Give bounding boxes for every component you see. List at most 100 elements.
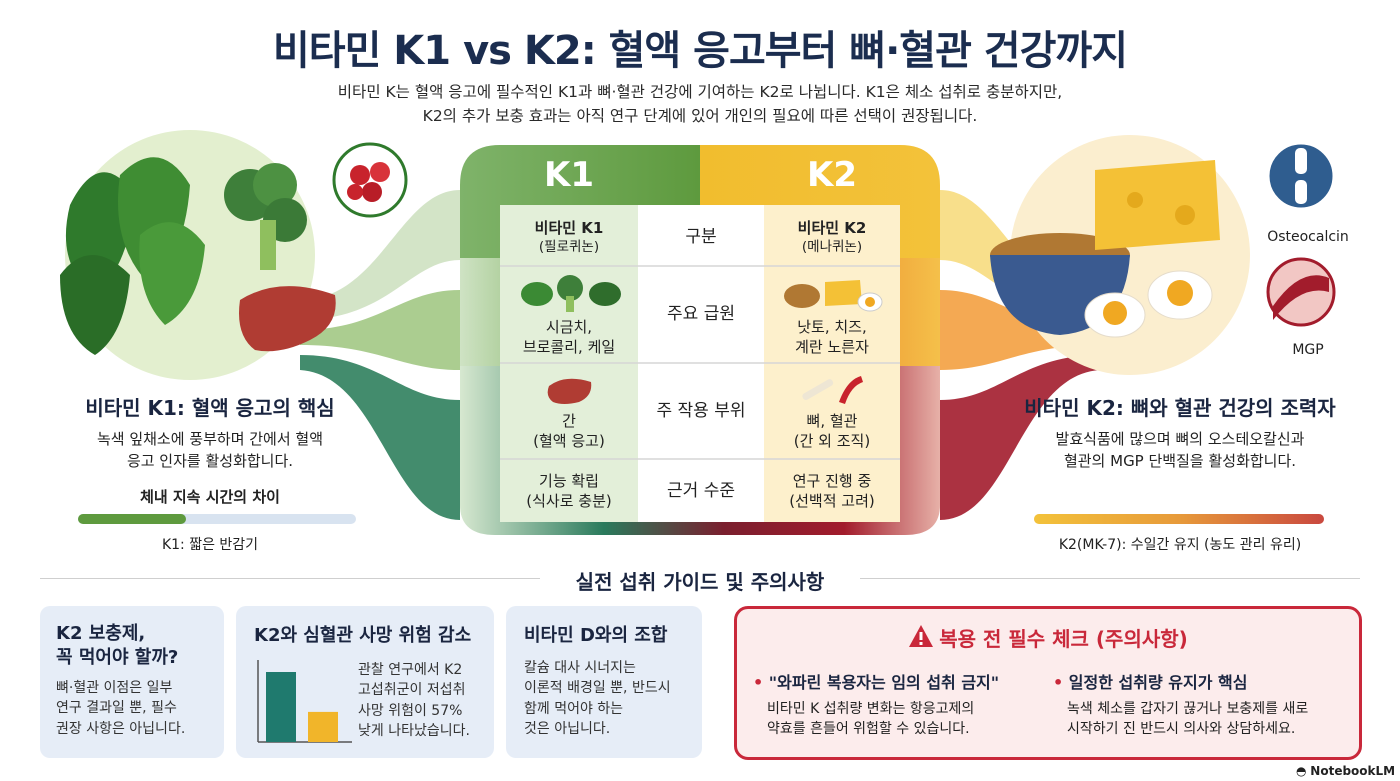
- k1-site: 간 (혈액 응고): [500, 406, 638, 456]
- egg-icon: [1084, 270, 1213, 338]
- tab-k1: K1: [543, 155, 594, 195]
- warning-item-2: • 일정한 섭취량 유지가 핵심 녹색 체소를 갑자기 끊거나 보충제를 새로 …: [1053, 669, 1353, 740]
- natto-cheese-egg-icon: [784, 280, 883, 312]
- k2-evidence-line-2: (선백적 고려): [789, 492, 875, 510]
- k2-food-illustration: [990, 135, 1250, 375]
- k2-desc-line-2: 혈관의 MGP 단백질을 활성화합니다.: [1063, 452, 1297, 470]
- bullet-icon: •: [753, 673, 769, 692]
- card2-title: K2와 심혈관 사망 위험 감소: [254, 625, 472, 646]
- k2-duration-bar: [1034, 514, 1324, 524]
- warning-item1-line-2: 약효를 흔들어 위험할 수 있습니다.: [767, 721, 970, 738]
- warning-title: 복용 전 필수 체크 (주의사항): [939, 627, 1188, 651]
- spinach-icon: [60, 157, 205, 355]
- card3-line-1: 칼슘 대사 시너지는: [524, 660, 636, 676]
- brand-name: NotebookLM: [1310, 764, 1396, 778]
- tab-k2: K2: [806, 155, 857, 195]
- warning-item1-title: "와파린 복용자는 임의 섭취 금지": [768, 673, 1000, 692]
- flow-background: [300, 145, 1100, 535]
- k2-site-line-1: 뼈, 혈관: [806, 411, 858, 430]
- warning-item1-line-1: 비타민 K 섭취량 변화는 항응고제의: [767, 701, 975, 717]
- card1-title-line-2: 꼭 먹어야 할까?: [56, 647, 179, 669]
- card3-line-3: 함께 먹어야 하는: [524, 700, 624, 717]
- card2-line-4: 낮게 나타났습니다.: [358, 722, 470, 739]
- k1-evidence: 기능 확립 (식사로 충분): [500, 460, 638, 522]
- duration-title: 체내 지속 시간의 차이: [140, 488, 280, 506]
- page-title: 비타민 K1 vs K2: 혈액 응고부터 뼈·혈관 건강까지: [272, 28, 1128, 74]
- k2-site-line-2: (간 외 조직): [793, 432, 871, 450]
- risk-bar-low-intake: [266, 672, 296, 742]
- card2-line-3: 사망 위험이 57%: [358, 702, 463, 719]
- blood-vessel-icon: [1266, 257, 1336, 327]
- liver-icon: [239, 286, 336, 352]
- k1-name-cell: 비타민 K1 (필로퀴논): [500, 208, 638, 266]
- k1-evidence-line-2: (식사로 충분): [526, 492, 612, 510]
- card-cardio-risk: K2와 심혈관 사망 위험 감소 관찰 연구에서 K2 고섭취군이 저섭취 사망…: [236, 606, 494, 758]
- card1-line-2: 연구 결과일 뿐, 필수: [56, 700, 177, 717]
- col-header-mid: 구분: [685, 226, 717, 247]
- osteocalcin-label: Osteocalcin: [1267, 229, 1349, 245]
- k1-duration-fill: [78, 514, 187, 524]
- k2-evidence: 연구 진행 중 (선백적 고려): [764, 460, 900, 522]
- k2-source-line-2: 계란 노른자: [795, 338, 869, 356]
- k2-subname: (메나퀴논): [801, 239, 863, 256]
- k1-source-line-2: 브로콜리, 케일: [522, 338, 616, 356]
- k2-bar-caption: K2(MK-7): 수일간 유지 (농도 관리 유리): [1058, 537, 1302, 553]
- brand-watermark: ◓ NotebookLM: [1296, 764, 1395, 778]
- warning-item-1: • "와파린 복용자는 임의 섭취 금지" 비타민 K 섭취량 변화는 항응고제…: [753, 669, 1043, 740]
- k1-evidence-line-1: 기능 확립: [539, 471, 599, 490]
- k1-bar-caption: K1: 짧은 반감기: [161, 537, 259, 553]
- card-vitamin-d: 비타민 D와의 조합 칼슘 대사 시너지는 이론적 배경일 뿐, 반드시 함께 …: [506, 606, 702, 758]
- k1-subname: (필로퀴논): [538, 239, 600, 256]
- joint-bone-icon: [1266, 141, 1336, 211]
- k1-name: 비타민 K1: [534, 218, 604, 237]
- card1-line-3: 권장 사항은 아닙니다.: [56, 720, 186, 737]
- k1-food-illustration: [60, 130, 336, 380]
- card3-line-4: 것은 아닙니다.: [524, 720, 611, 737]
- k1-site-line-1: 간: [562, 411, 576, 430]
- bullet-icon: •: [1053, 673, 1069, 692]
- k2-name: 비타민 K2: [797, 218, 867, 237]
- k1-desc-line-2: 응고 인자를 활성화합니다.: [126, 452, 294, 470]
- k2-source-line-1: 낫토, 치즈,: [797, 317, 867, 336]
- k2-evidence-line-1: 연구 진행 중: [792, 471, 872, 490]
- card3-title: 비타민 D와의 조합: [524, 625, 668, 646]
- card1-title-line-1: K2 보충제,: [56, 623, 146, 644]
- k2-duration-fill: [1034, 514, 1324, 524]
- subtitle-line-2: K2의 추가 보충 효과는 아직 연구 단계에 있어 개인의 필요에 따른 선택…: [422, 107, 978, 125]
- divider-left: [40, 578, 540, 579]
- k2-heading: 비타민 K2: 뼈와 혈관 건강의 조력자: [1024, 396, 1336, 420]
- row-label-evidence: 근거 수준: [667, 480, 735, 501]
- card1-line-1: 뼈·혈관 이점은 일부: [56, 680, 173, 696]
- k2-site: 뼈, 혈관 (간 외 조직): [764, 406, 900, 456]
- card2-line-1: 관찰 연구에서 K2: [358, 662, 463, 678]
- warning-item2-line-1: 녹색 체소를 갑자기 끊거나 보충제를 새로: [1067, 701, 1309, 717]
- warning-icon: [908, 624, 934, 652]
- k2-desc-line-1: 발효식품에 많으며 뼈의 오스테오칼신과: [1055, 430, 1305, 448]
- brand-logo-icon: ◓: [1296, 764, 1311, 778]
- risk-bar-chart: [257, 660, 352, 743]
- card2-line-2: 고섭취군이 저섭취: [358, 682, 466, 699]
- k2-name-cell: 비타민 K2 (메나퀴논): [764, 208, 900, 266]
- bone-vessel-icon: [802, 376, 863, 404]
- k2-source: 낫토, 치즈, 계란 노른자: [764, 312, 900, 362]
- row-label-source: 주요 급원: [667, 304, 735, 325]
- warning-box: 복용 전 필수 체크 (주의사항) • "와파린 복용자는 임의 섭취 금지" …: [734, 606, 1362, 760]
- liver-small-icon: [547, 378, 592, 404]
- subtitle-line-1: 비타민 K는 혈액 응고에 필수적인 K1과 뼈·혈관 건강에 기여하는 K2로…: [337, 83, 1063, 101]
- broccoli-icon: [224, 163, 307, 270]
- mgp-label: MGP: [1292, 342, 1324, 358]
- k1-source: 시금치, 브로콜리, 케일: [500, 312, 638, 362]
- guide-section-title: 실전 섭취 가이드 및 주의사항: [575, 570, 825, 594]
- warning-header: 복용 전 필수 체크 (주의사항): [737, 623, 1359, 652]
- warning-item2-line-2: 시작하기 진 반드시 의사와 상담하세요.: [1067, 721, 1296, 738]
- row-label-site: 주 작용 부위: [656, 400, 746, 421]
- blood-cells-icon: [332, 142, 408, 218]
- k1-heading: 비타민 K1: 혈액 응고의 핵심: [85, 396, 335, 420]
- leafy-greens-icon: [521, 275, 621, 312]
- card-k2-supplement: K2 보충제, 꼭 먹어야 할까? 뼈·혈관 이점은 일부 연구 결과일 뿐, …: [40, 606, 224, 758]
- cheese-icon: [1095, 160, 1220, 250]
- divider-right: [860, 578, 1360, 579]
- k1-desc-line-1: 녹색 잎채소에 풍부하며 간에서 혈액: [96, 430, 324, 448]
- k1-source-line-1: 시금치,: [545, 317, 593, 336]
- warning-item2-title: 일정한 섭취량 유지가 핵심: [1068, 673, 1248, 692]
